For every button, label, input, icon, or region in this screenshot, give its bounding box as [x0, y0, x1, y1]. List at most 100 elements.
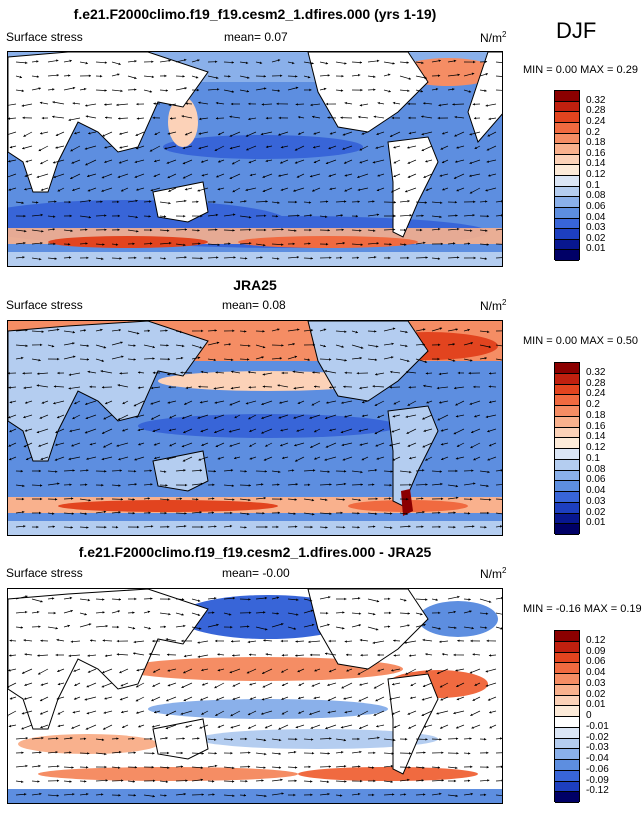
wind-vector-arrowhead	[407, 89, 410, 93]
wind-vector-arrowhead	[281, 653, 284, 657]
wind-vector-arrowhead	[214, 685, 217, 689]
wind-vector-arrowhead	[489, 711, 492, 714]
wind-vector-arrow	[495, 228, 502, 231]
wind-vector-arrowhead	[184, 87, 187, 90]
wind-vector-arrowhead	[118, 598, 121, 601]
wind-vector-arrowhead	[246, 148, 249, 151]
wind-vector-arrowhead	[88, 623, 92, 626]
wind-vector-arrowhead	[295, 640, 298, 643]
wind-vector-arrowhead	[312, 512, 315, 516]
wind-vector-arrowhead	[325, 498, 328, 502]
wind-vector-arrowhead	[425, 670, 428, 673]
wind-vector-arrowhead	[103, 346, 107, 349]
wind-vector-arrowhead	[263, 639, 266, 642]
wind-vector-arrowhead	[327, 698, 331, 702]
wind-vector-arrowhead	[245, 257, 248, 260]
wind-vector-arrowhead	[470, 497, 473, 501]
wind-vector-arrowhead	[438, 103, 441, 107]
wind-vector-arrowhead	[229, 670, 233, 674]
wind-vector-arrowhead	[133, 652, 136, 655]
wind-vector-arrowhead	[454, 386, 457, 390]
wind-vector-arrowhead	[216, 341, 220, 345]
wind-vector-arrowhead	[439, 174, 442, 177]
wind-vector-arrowhead	[70, 526, 73, 529]
colorbar-swatch	[555, 416, 579, 428]
wind-vector-arrowhead	[167, 766, 170, 769]
wind-vector-arrowhead	[438, 227, 441, 231]
wind-vector-arrowhead	[22, 484, 25, 488]
wind-vector-arrowhead	[329, 187, 332, 191]
wind-vector-arrowhead	[486, 214, 490, 218]
wind-vector-arrowhead	[487, 458, 490, 461]
wind-vector-arrowhead	[374, 512, 378, 516]
wind-vector-arrowhead	[217, 243, 220, 247]
wind-vector-arrowhead	[371, 766, 375, 769]
wind-vector-arrowhead	[393, 654, 396, 657]
wind-vector-arrowhead	[280, 778, 283, 782]
wind-vector-arrowhead	[473, 116, 477, 120]
wind-vector-arrowhead	[199, 469, 203, 472]
wind-vector-arrowhead	[421, 132, 424, 136]
wind-vector-arrowhead	[421, 115, 424, 118]
wind-vector-arrowhead	[195, 76, 199, 79]
wind-vector-arrowhead	[373, 115, 376, 119]
wind-vector-arrowhead	[167, 373, 170, 376]
wind-vector-arrowhead	[180, 356, 184, 360]
wind-vector-arrowhead	[263, 766, 266, 769]
wind-vector-arrowhead	[470, 713, 473, 716]
wind-vector-arrowhead	[441, 779, 444, 782]
wind-vector-arrowhead	[500, 737, 502, 740]
wind-vector-arrowhead	[21, 104, 25, 107]
wind-vector-arrowhead	[73, 669, 76, 672]
wind-vector-arrowhead	[405, 330, 408, 334]
wind-vector-arrowhead	[85, 61, 88, 65]
wind-vector-arrowhead	[135, 146, 139, 150]
wind-vector-arrowhead	[23, 241, 26, 245]
wind-vector-arrowhead	[201, 793, 204, 796]
wind-vector-arrowhead	[40, 161, 43, 165]
wind-vector-arrowhead	[165, 780, 169, 783]
wind-vector-arrowhead	[40, 343, 43, 347]
wind-vector-arrowhead	[101, 738, 105, 742]
wind-vector-arrowhead	[122, 725, 125, 728]
wind-vector-arrowhead	[181, 598, 185, 601]
wind-vector-arrowhead	[115, 525, 119, 529]
wind-vector-arrowhead	[104, 697, 107, 700]
wind-vector-arrowhead	[342, 498, 345, 501]
wind-vector-arrowhead	[308, 765, 311, 769]
wind-vector-arrowhead	[409, 456, 412, 460]
wind-vector-arrowhead	[294, 229, 297, 232]
wind-vector-arrowhead	[455, 457, 459, 460]
wind-vector-arrowhead	[325, 200, 329, 203]
wind-vector-arrowhead	[118, 484, 121, 487]
wind-vector-arrowhead	[68, 118, 71, 122]
panel-3-minmax: MIN = -0.16 MAX = 0.19	[523, 603, 642, 615]
wind-vector-arrowhead	[455, 737, 459, 740]
wind-vector-arrowhead	[184, 199, 187, 203]
wind-vector-arrowhead	[38, 625, 41, 628]
wind-vector-arrowhead	[132, 611, 135, 614]
wind-vector-arrowhead	[104, 228, 107, 232]
wind-vector-arrowhead	[181, 613, 184, 616]
wind-vector-arrowhead	[501, 200, 502, 203]
wind-vector-arrowhead	[84, 512, 87, 515]
wind-vector-arrowhead	[439, 401, 442, 404]
wind-vector-arrowhead	[39, 751, 42, 754]
panel-1-units: N/m2	[480, 30, 507, 45]
wind-vector-arrowhead	[455, 469, 458, 473]
wind-vector-arrowhead	[376, 599, 380, 603]
wind-vector-arrowhead	[36, 60, 39, 63]
colorbar-swatch	[555, 760, 579, 771]
wind-vector-arrowhead	[389, 242, 392, 246]
wind-vector-arrowhead	[56, 59, 59, 62]
wind-vector-arrowhead	[51, 344, 55, 348]
wind-vector-arrowhead	[420, 89, 423, 93]
wind-vector-arrowhead	[198, 132, 201, 135]
wind-vector-arrowhead	[231, 90, 235, 93]
wind-vector-arrowhead	[134, 483, 137, 486]
wind-vector-arrowhead	[36, 525, 39, 529]
wind-vector-arrowhead	[359, 61, 363, 64]
wind-vector-arrowhead	[22, 372, 25, 375]
colorbar-tick-label: 0.09	[586, 645, 606, 657]
wind-vector-arrowhead	[407, 359, 410, 363]
